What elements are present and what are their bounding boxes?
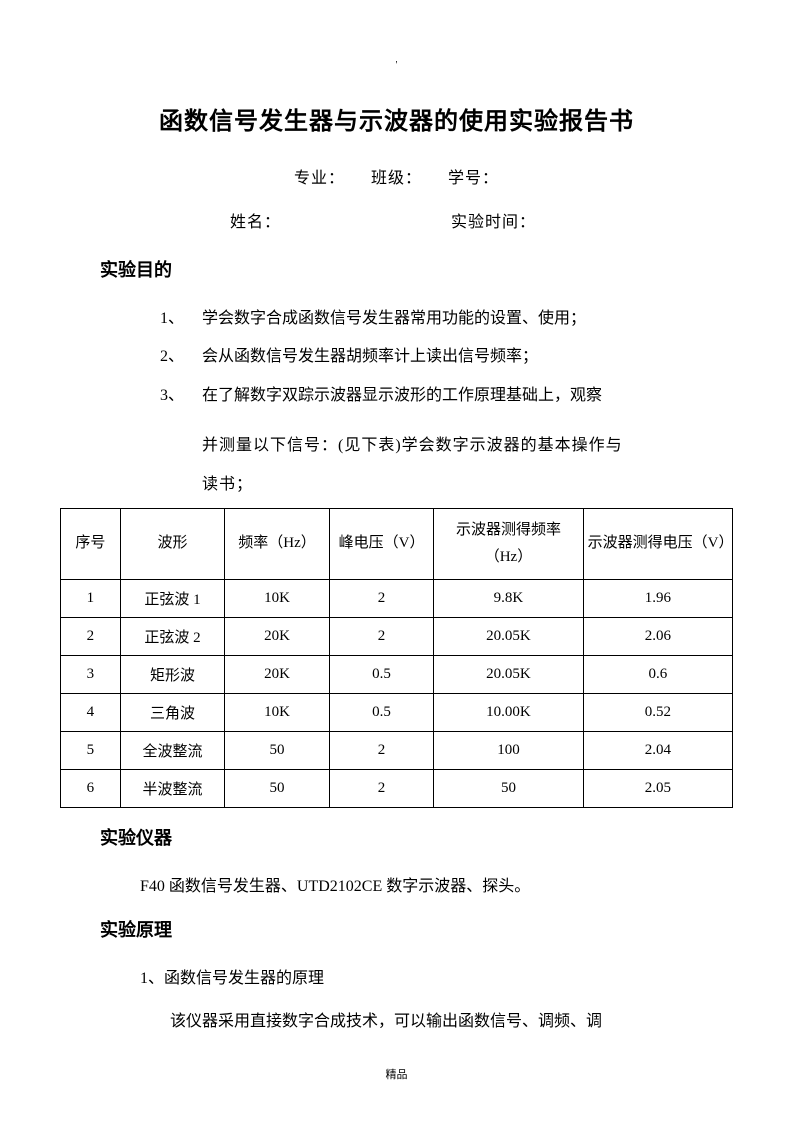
time-label: 实验时间： [451, 214, 536, 231]
table-cell: 三角波 [120, 693, 225, 731]
data-table: 序号 波形 频率（Hz） 峰电压（V） 示波器测得频率（Hz） 示波器测得电压（… [60, 508, 733, 808]
list-continuation: 读书； [60, 466, 733, 504]
table-row: 1正弦波 110K29.8K1.96 [61, 579, 733, 617]
table-cell: 50 [225, 731, 330, 769]
table-cell: 20K [225, 617, 330, 655]
table-cell: 全波整流 [120, 731, 225, 769]
table-cell: 2.04 [583, 731, 732, 769]
table-cell: 20.05K [434, 617, 583, 655]
table-header: 波形 [120, 508, 225, 579]
table-cell: 2 [329, 769, 434, 807]
table-header: 示波器测得电压（V） [583, 508, 732, 579]
document-title: 函数信号发生器与示波器的使用实验报告书 [60, 101, 733, 136]
list-continuation: 并测量以下信号：(见下表)学会数字示波器的基本操作与 [60, 427, 733, 465]
table-cell: 0.6 [583, 655, 732, 693]
table-row: 5全波整流5021002.04 [61, 731, 733, 769]
table-cell: 0.52 [583, 693, 732, 731]
table-cell: 半波整流 [120, 769, 225, 807]
table-row: 6半波整流502502.05 [61, 769, 733, 807]
table-cell: 0.5 [329, 693, 434, 731]
table-cell: 2 [329, 579, 434, 617]
table-cell: 100 [434, 731, 583, 769]
table-cell: 10K [225, 693, 330, 731]
table-cell: 3 [61, 655, 121, 693]
list-text: 会从函数信号发生器胡频率计上读出信号频率； [202, 338, 733, 376]
table-cell: 20.05K [434, 655, 583, 693]
table-row: 3矩形波20K0.520.05K0.6 [61, 655, 733, 693]
table-row: 4三角波10K0.510.00K0.52 [61, 693, 733, 731]
table-cell: 50 [434, 769, 583, 807]
principle-heading: 实验原理 [60, 916, 733, 942]
list-text: 在了解数字双踪示波器显示波形的工作原理基础上，观察 [202, 377, 733, 415]
table-header: 序号 [61, 508, 121, 579]
table-cell: 矩形波 [120, 655, 225, 693]
table-cell: 2 [329, 731, 434, 769]
table-cell: 20K [225, 655, 330, 693]
table-cell: 10K [225, 579, 330, 617]
table-cell: 6 [61, 769, 121, 807]
table-header: 峰电压（V） [329, 508, 434, 579]
list-item: 2、 会从函数信号发生器胡频率计上读出信号频率； [160, 338, 733, 376]
list-number: 3、 [160, 377, 202, 415]
table-cell: 1.96 [583, 579, 732, 617]
table-cell: 1 [61, 579, 121, 617]
name-label: 姓名： [230, 214, 281, 231]
instruments-text: F40 函数信号发生器、UTD2102CE 数字示波器、探头。 [60, 868, 733, 906]
purpose-list: 1、 学会数字合成函数信号发生器常用功能的设置、使用； 2、 会从函数信号发生器… [60, 300, 733, 415]
list-item: 1、 学会数字合成函数信号发生器常用功能的设置、使用； [160, 300, 733, 338]
page-footer: 精品 [0, 1066, 793, 1082]
table-cell: 0.5 [329, 655, 434, 693]
list-number: 1、 [160, 300, 202, 338]
table-cell: 2.05 [583, 769, 732, 807]
table-header-row: 序号 波形 频率（Hz） 峰电压（V） 示波器测得频率（Hz） 示波器测得电压（… [61, 508, 733, 579]
table-cell: 10.00K [434, 693, 583, 731]
top-marker: ' [60, 60, 733, 71]
table-cell: 2 [61, 617, 121, 655]
table-cell: 50 [225, 769, 330, 807]
table-row: 2正弦波 220K220.05K2.06 [61, 617, 733, 655]
table-cell: 2 [329, 617, 434, 655]
table-header: 示波器测得频率（Hz） [434, 508, 583, 579]
purpose-heading: 实验目的 [60, 256, 733, 282]
principle-subheading: 1、函数信号发生器的原理 [60, 960, 733, 998]
info-line-2: 姓名： 实验时间： [60, 208, 733, 232]
table-cell: 正弦波 2 [120, 617, 225, 655]
table-cell: 9.8K [434, 579, 583, 617]
instruments-heading: 实验仪器 [60, 824, 733, 850]
info-line-1: 专业： 班级： 学号： [60, 164, 733, 188]
list-number: 2、 [160, 338, 202, 376]
table-cell: 正弦波 1 [120, 579, 225, 617]
table-cell: 4 [61, 693, 121, 731]
table-cell: 5 [61, 731, 121, 769]
table-header: 频率（Hz） [225, 508, 330, 579]
list-text: 学会数字合成函数信号发生器常用功能的设置、使用； [202, 300, 733, 338]
principle-body: 该仪器采用直接数字合成技术，可以输出函数信号、调频、调 [60, 1003, 733, 1041]
list-item: 3、 在了解数字双踪示波器显示波形的工作原理基础上，观察 [160, 377, 733, 415]
table-cell: 2.06 [583, 617, 732, 655]
